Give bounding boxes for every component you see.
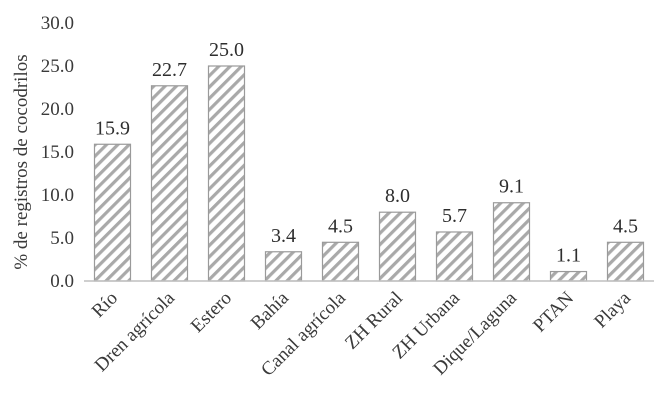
bar-value-labels: 15.9 22.7 25.0 3.4 4.5 8.0 5.7 9.1 1.1 4.5	[95, 39, 638, 267]
bar-value-label: 1.1	[556, 245, 581, 267]
bar	[321, 241, 360, 282]
x-tick-label: Bahía	[247, 287, 294, 334]
bar	[150, 85, 189, 282]
y-tick-label: 5.0	[50, 228, 74, 249]
x-tick-label: Estero	[187, 288, 236, 337]
bar-value-label: 22.7	[152, 59, 187, 81]
x-tick-label: Playa	[590, 287, 635, 332]
bar-value-label: 15.9	[95, 117, 130, 139]
bar-value-label: 25.0	[209, 39, 244, 61]
y-axis-title: % de registros de cocodrilos	[11, 54, 32, 269]
bar	[492, 202, 531, 282]
bar	[207, 65, 246, 282]
bar	[264, 251, 303, 282]
bar-value-label: 4.5	[328, 215, 353, 237]
y-tick-label: 0.0	[50, 271, 74, 292]
y-tick-label: 25.0	[41, 56, 74, 77]
bar	[606, 241, 645, 282]
y-tick-label: 15.0	[41, 142, 74, 163]
bar	[93, 143, 132, 282]
y-tick-label: 10.0	[41, 185, 74, 206]
bar-value-label: 4.5	[613, 215, 638, 237]
bar-value-label: 5.7	[442, 205, 467, 227]
bar	[378, 211, 417, 282]
bar	[549, 270, 588, 282]
x-tick-label: Río	[88, 288, 122, 322]
bar-value-label: 9.1	[499, 176, 524, 198]
bar	[435, 231, 474, 282]
bars	[93, 65, 645, 282]
y-tick-label: 30.0	[41, 13, 74, 34]
bar-value-label: 8.0	[385, 185, 410, 207]
bar-value-label: 3.4	[271, 225, 296, 247]
x-tick-label: PTAN	[529, 287, 578, 336]
y-tick-label: 20.0	[41, 99, 74, 120]
y-axis-ticks: 0.0 5.0 10.0 15.0 20.0 25.0 30.0	[41, 13, 74, 292]
